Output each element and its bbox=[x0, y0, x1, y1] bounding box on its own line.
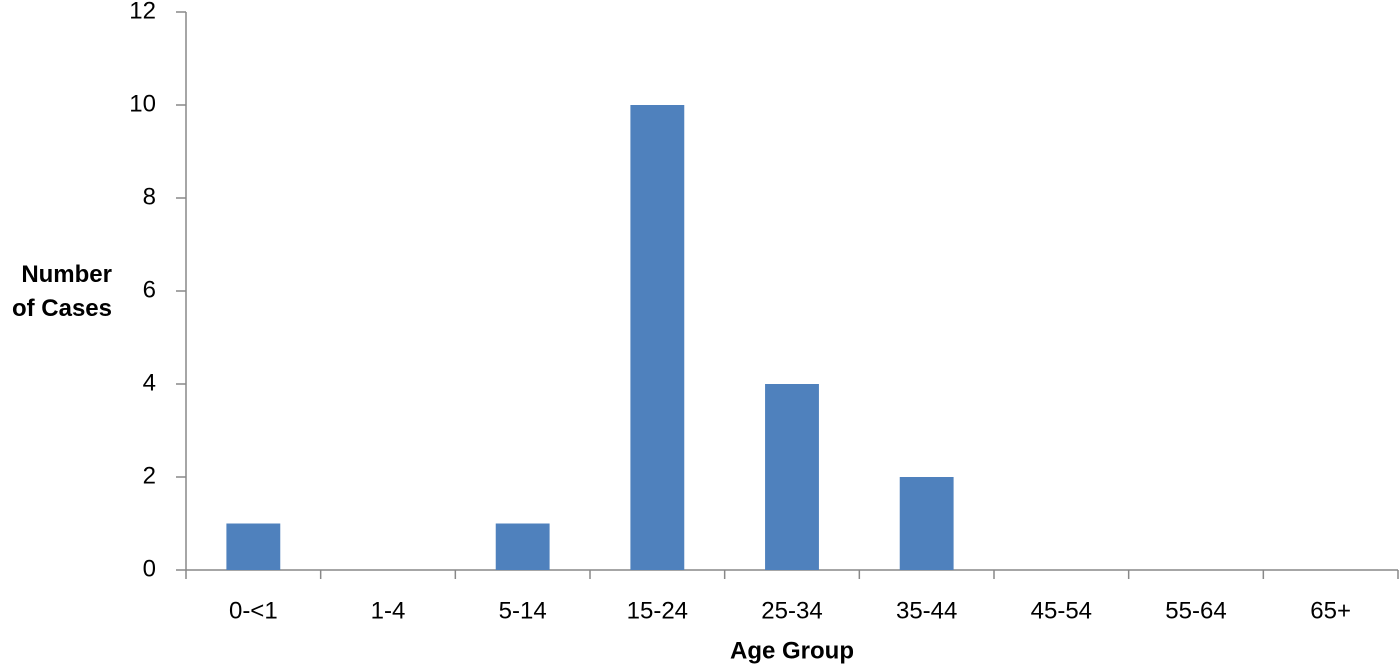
x-tick-label: 0-<1 bbox=[229, 597, 278, 624]
x-tick-label: 25-34 bbox=[761, 597, 822, 624]
y-tick-label: 8 bbox=[143, 183, 156, 210]
bar bbox=[765, 384, 819, 570]
x-tick-label: 15-24 bbox=[627, 597, 688, 624]
y-tick-label: 6 bbox=[143, 276, 156, 303]
bar bbox=[495, 523, 550, 570]
x-tick-label: 45-54 bbox=[1031, 597, 1092, 624]
y-tick-label: 12 bbox=[129, 0, 156, 24]
y-tick-label: 0 bbox=[143, 555, 156, 582]
bar bbox=[899, 477, 954, 570]
y-tick-label: 10 bbox=[129, 90, 156, 117]
y-tick-label: 4 bbox=[143, 369, 156, 396]
x-tick-label: 1-4 bbox=[371, 597, 406, 624]
bar bbox=[630, 105, 685, 570]
x-tick-label: 65+ bbox=[1310, 597, 1351, 624]
bar bbox=[226, 523, 281, 570]
x-axis-label: Age Group bbox=[730, 637, 854, 664]
y-tick-label: 2 bbox=[143, 462, 156, 489]
y-axis-label: Number of Cases bbox=[11, 261, 112, 322]
x-tick-label: 55-64 bbox=[1165, 597, 1226, 624]
x-tick-label: 5-14 bbox=[499, 597, 547, 624]
x-tick-label: 35-44 bbox=[896, 597, 957, 624]
